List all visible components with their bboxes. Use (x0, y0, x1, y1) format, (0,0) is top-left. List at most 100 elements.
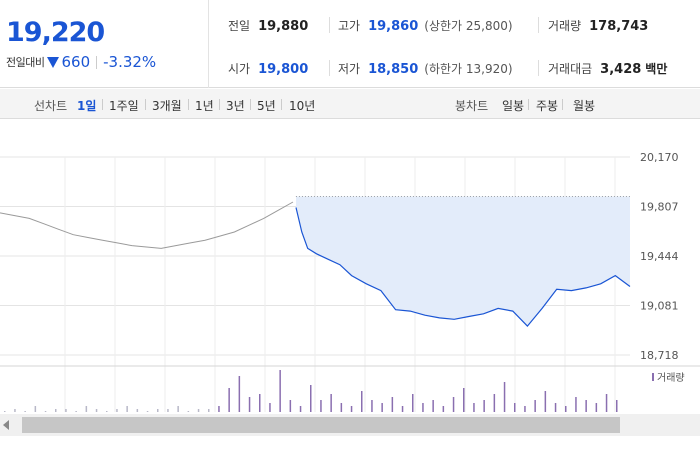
volume-bar (34, 406, 37, 412)
volume-bar (432, 400, 434, 412)
stat-amount: 거래대금 3,428 백만 (548, 62, 668, 77)
y-tick-label: 19,081 (640, 300, 679, 313)
current-price: 19,220 (6, 17, 105, 48)
series-prior-line (0, 201, 294, 249)
stat-low: 저가 18,850 (하한가 13,920) (338, 62, 513, 77)
volume-bar (299, 406, 302, 412)
period-3y[interactable]: 3년 (226, 99, 245, 113)
volume-bar (493, 394, 496, 412)
volume-legend-swatch (652, 373, 654, 381)
volume-bar (422, 403, 424, 412)
volume-bar (483, 400, 485, 412)
volume-bar (269, 403, 271, 412)
period-1d[interactable]: 1일 (77, 99, 97, 113)
divider (188, 99, 189, 110)
period-10y[interactable]: 10년 (289, 99, 316, 113)
volume-bar (350, 406, 353, 412)
period-3m[interactable]: 3개월 (152, 99, 182, 113)
divider (562, 99, 563, 110)
divider (219, 99, 220, 110)
divider (145, 99, 146, 110)
volume-bar (371, 400, 373, 412)
volume-bar (565, 406, 567, 412)
volume-bar (605, 394, 608, 412)
volume-bar (575, 397, 577, 412)
period-1w[interactable]: 1주일 (109, 99, 139, 113)
volume-bar (595, 403, 598, 412)
volume-bar (126, 406, 128, 412)
volume-bar (452, 397, 455, 412)
divider (538, 17, 539, 33)
volume-bar (412, 394, 414, 412)
volume-bar (116, 409, 118, 412)
volume-bar (44, 411, 47, 412)
down-triangle-icon (47, 56, 60, 68)
y-tick-label: 19,807 (640, 201, 679, 214)
volume-bar (310, 385, 312, 412)
price-chart-svg: 20,170 19,807 19,444 19,081 18,718 거래량 (0, 151, 700, 412)
volume-bar (554, 403, 557, 412)
volume-legend-label: 거래량 (657, 372, 685, 384)
series-today-line (295, 207, 631, 327)
volume-bar (14, 409, 16, 412)
volume-bar (228, 388, 230, 412)
y-tick-label: 18,718 (640, 349, 679, 362)
volume-bar (197, 409, 200, 412)
candle-chart-label: 봉차트 (455, 99, 489, 113)
volume-bar (187, 411, 190, 412)
volume-bar (167, 409, 169, 412)
volume-bar (361, 391, 363, 412)
volume-bar (463, 388, 465, 412)
series-today-area (296, 196, 630, 327)
price-change: 전일대비 660 -3.32% (6, 53, 156, 71)
period-toolbar: 선차트 1일 1주일 3개월 1년 3년 5년 10년 봉차트 일봉 주봉 월봉 (0, 89, 700, 119)
volume-bar (95, 409, 98, 412)
volume-bar (616, 400, 618, 412)
current-price-box: 19,220 전일대비 660 -3.32% (0, 0, 209, 88)
volume-bar (340, 403, 343, 412)
volume-bar (391, 397, 394, 412)
stat-volume: 거래량 178,743 (548, 19, 649, 34)
volume-bar (177, 406, 179, 412)
volume-bar (585, 400, 587, 412)
scroll-thumb[interactable] (22, 417, 620, 433)
period-1y[interactable]: 1년 (195, 99, 214, 113)
volume-bar (401, 406, 404, 412)
volume-bar (208, 409, 210, 412)
volume-bar (218, 406, 220, 412)
volume-bar (259, 394, 261, 412)
volume-bar (514, 403, 516, 412)
stat-high: 고가 19,860 (상한가 25,800) (338, 19, 513, 34)
divider (250, 99, 251, 110)
change-label: 전일대비 (6, 56, 45, 69)
volume-bar (381, 403, 383, 412)
volume-bar (24, 411, 26, 412)
divider (538, 60, 539, 76)
arrow-left-icon[interactable] (3, 420, 9, 430)
candle-monthly[interactable]: 월봉 (573, 99, 596, 113)
volume-bar (289, 400, 292, 412)
divider (329, 60, 330, 76)
volume-bar (85, 406, 88, 412)
divider (281, 99, 282, 110)
price-chart: 20,170 19,807 19,444 19,081 18,718 거래량 (0, 120, 700, 450)
volume-bar (442, 406, 445, 412)
candle-weekly[interactable]: 주봉 (536, 99, 559, 113)
volume-bar (534, 400, 536, 412)
volume-bar (55, 409, 57, 412)
volume-bar (65, 409, 67, 412)
candle-daily[interactable]: 일봉 (502, 99, 525, 113)
volume-bar (106, 411, 108, 412)
change-amount: 660 (61, 53, 91, 71)
volume-bar (238, 376, 241, 412)
volume-bar (524, 406, 526, 412)
volume-bar (146, 411, 149, 412)
volume-bar (75, 411, 77, 412)
volume-bar (4, 411, 6, 412)
divider (528, 99, 529, 110)
volume-bar (330, 394, 332, 412)
period-5y[interactable]: 5년 (257, 99, 276, 113)
volume-bar (544, 391, 547, 412)
chart-scrollbar[interactable] (0, 414, 700, 436)
y-tick-label: 19,444 (640, 250, 679, 263)
